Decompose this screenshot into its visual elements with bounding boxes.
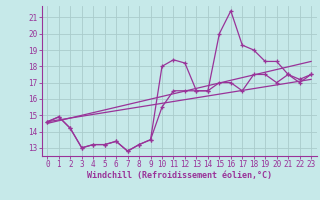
X-axis label: Windchill (Refroidissement éolien,°C): Windchill (Refroidissement éolien,°C) <box>87 171 272 180</box>
